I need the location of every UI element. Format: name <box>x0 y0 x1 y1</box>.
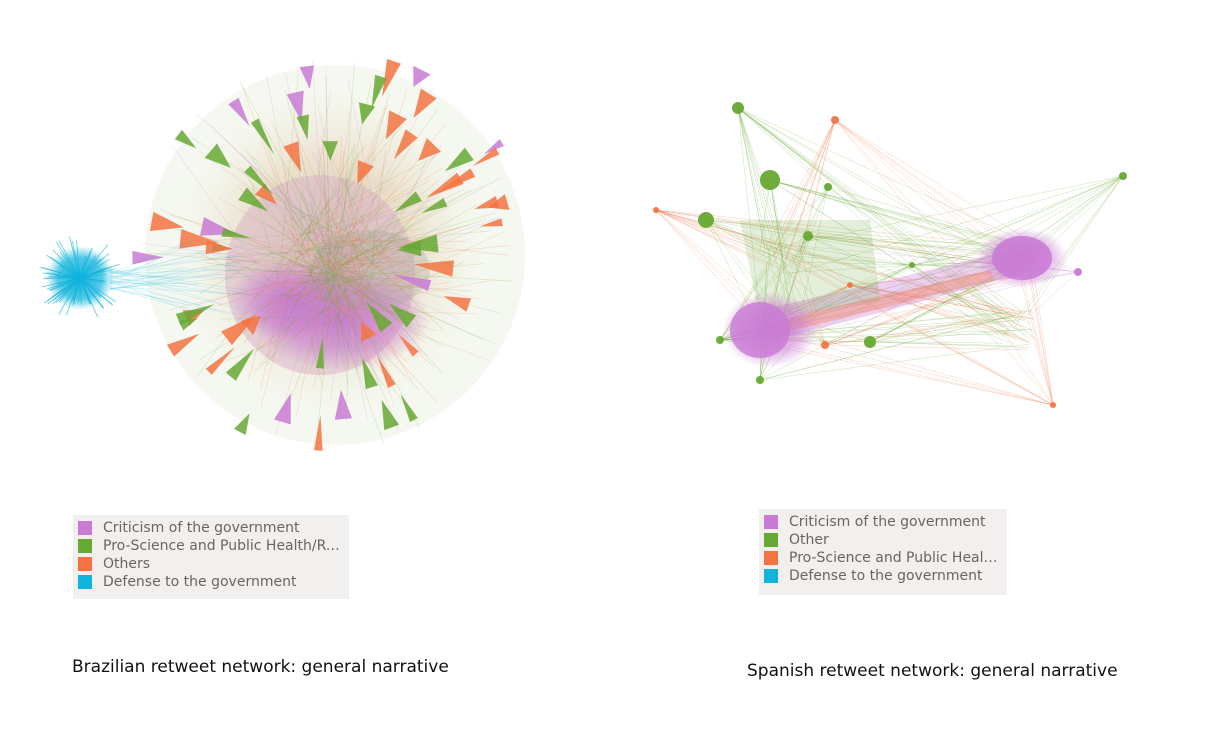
legend-item-defense: Defense to the government <box>78 573 343 591</box>
spanish-legend: Criticism of the government Other Pro-Sc… <box>759 509 1007 595</box>
legend-swatch <box>78 521 92 535</box>
legend-item-criticism: Criticism of the government <box>764 513 1001 531</box>
legend-swatch <box>764 569 778 583</box>
legend-item-pro-science: Pro-Science and Public Health/Reg... <box>78 537 343 555</box>
legend-label: Others <box>103 556 151 572</box>
legend-label: Criticism of the government <box>103 520 300 536</box>
legend-item-others: Others <box>78 555 343 573</box>
legend-swatch <box>764 551 778 565</box>
legend-label: Criticism of the government <box>789 514 986 530</box>
legend-item-other: Other <box>764 531 1001 549</box>
legend-label: Other <box>789 532 829 548</box>
spanish-caption: Spanish retweet network: general narrati… <box>747 661 1118 681</box>
brazilian-network-graph <box>40 58 525 451</box>
legend-label: Pro-Science and Public Health/Reg... <box>103 538 343 554</box>
legend-swatch <box>78 575 92 589</box>
legend-swatch <box>764 533 778 547</box>
brazilian-caption: Brazilian retweet network: general narra… <box>72 657 449 677</box>
legend-item-criticism: Criticism of the government <box>78 519 343 537</box>
legend-label: Defense to the government <box>789 568 983 584</box>
spanish-network-graph <box>653 102 1127 408</box>
brazilian-legend: Criticism of the government Pro-Science … <box>73 515 349 599</box>
legend-swatch <box>78 539 92 553</box>
legend-label: Defense to the government <box>103 574 297 590</box>
legend-label: Pro-Science and Public Health... <box>789 550 1001 566</box>
legend-swatch <box>78 557 92 571</box>
legend-swatch <box>764 515 778 529</box>
legend-item-defense: Defense to the government <box>764 567 1001 585</box>
legend-item-pro-science: Pro-Science and Public Health... <box>764 549 1001 567</box>
